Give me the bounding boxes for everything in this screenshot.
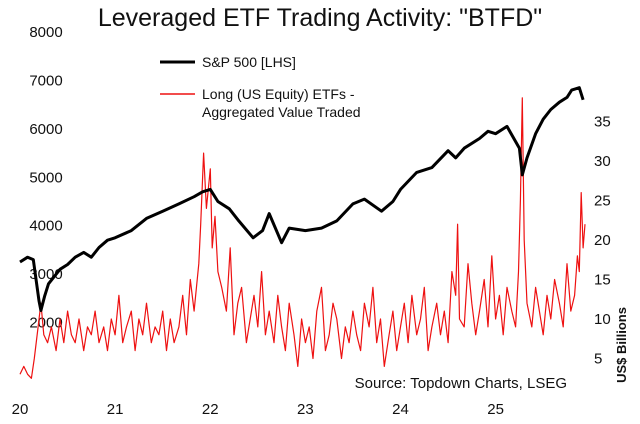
left-tick-label: 7000 [29,72,62,89]
right-tick-label: 25 [594,193,611,210]
legend-label-line: Long (US Equity) ETFs - [202,86,355,102]
series-layer [19,86,586,379]
x-tick-label: 24 [392,401,409,418]
right-axis-title: US$ Billions [614,307,629,383]
right-tick-label: 15 [594,272,611,289]
left-tick-label: 3000 [29,266,62,283]
right-tick-label: 5 [594,351,602,368]
series-line-sp500 [19,86,585,312]
legend-label-etf: Long (US Equity) ETFs - Aggregated Value … [202,86,361,120]
x-axis-ticks: 20 21 22 23 24 25 [12,401,504,418]
right-tick-label: 30 [594,153,611,170]
legend-label-line: Aggregated Value Traded [202,104,361,120]
right-tick-label: 35 [594,114,611,131]
left-tick-label: 6000 [29,121,62,138]
x-tick-label: 20 [12,401,29,418]
chart-title: Leveraged ETF Trading Activity: "BTFD" [98,4,542,32]
right-tick-label: 10 [594,311,611,328]
right-axis-ticks: 5 10 15 20 25 30 35 [594,114,611,368]
source-note: Source: Topdown Charts, LSEG [355,375,567,392]
left-tick-label: 2000 [29,315,62,332]
x-tick-label: 23 [297,401,314,418]
legend-label-sp500: S&P 500 [LHS] [202,54,296,70]
left-axis-ticks: 2000 3000 4000 5000 6000 7000 8000 [29,24,62,332]
right-tick-label: 20 [594,232,611,249]
legend-label-line: S&P 500 [LHS] [202,54,296,70]
x-tick-label: 25 [487,401,504,418]
x-tick-label: 21 [107,401,124,418]
x-tick-label: 22 [202,401,219,418]
series-line-etf-value-traded [19,97,586,379]
left-tick-label: 5000 [29,169,62,186]
left-tick-label: 8000 [29,24,62,41]
left-tick-label: 4000 [29,218,62,235]
legend: S&P 500 [LHS] Long (US Equity) ETFs - Agg… [160,54,361,120]
